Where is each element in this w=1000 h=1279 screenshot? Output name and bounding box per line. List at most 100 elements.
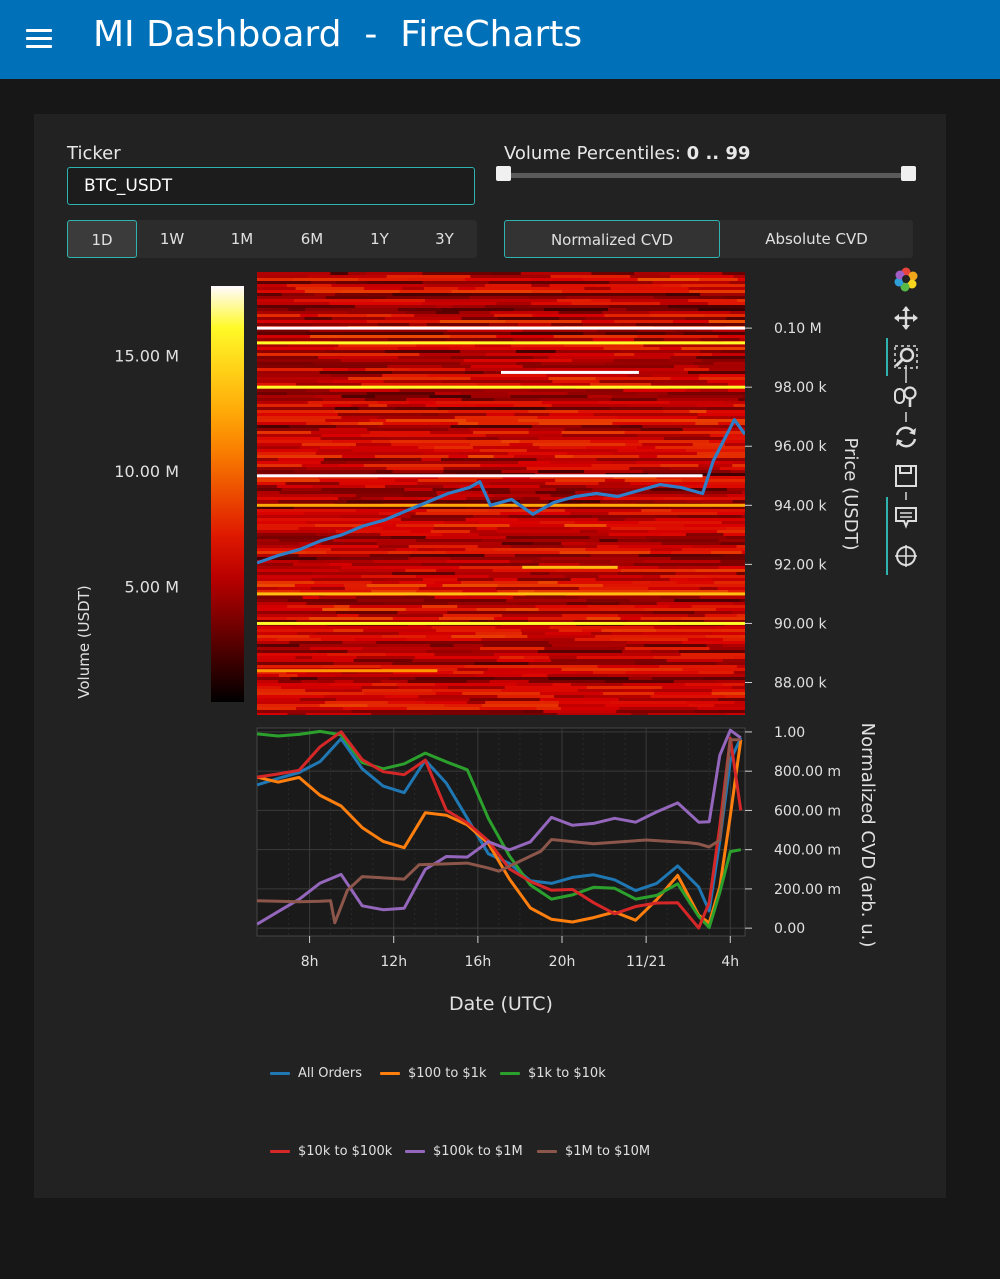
legend-item--10k-to-100k[interactable]: $10k to $100k	[270, 1144, 392, 1159]
heatmap-cell	[368, 404, 389, 408]
price-axis-tick-label: 0.10 M	[774, 321, 822, 337]
wheel-zoom-icon[interactable]	[893, 384, 919, 410]
heatmap-cell	[351, 308, 400, 312]
heatmap-cell	[408, 557, 436, 561]
heatmap-cell	[678, 650, 711, 654]
heatmap-cell	[652, 611, 696, 615]
save-icon[interactable]	[893, 463, 919, 489]
heatmap-cell	[304, 290, 342, 294]
heatmap-cell	[550, 275, 632, 279]
heatmap-cell	[722, 272, 745, 276]
heatmap-cell	[556, 569, 622, 573]
heatmap-cell	[524, 464, 593, 468]
heatmap-cell	[331, 422, 360, 426]
range-button-1w[interactable]: 1W	[159, 230, 185, 248]
legend-item--100-to-1k[interactable]: $100 to $1k	[380, 1066, 486, 1081]
heatmap-cell	[718, 422, 738, 426]
legend-item--100k-to-1m[interactable]: $100k to $1M	[405, 1144, 523, 1159]
heatmap-cell	[723, 365, 745, 369]
legend-item-all-orders[interactable]: All Orders	[270, 1066, 362, 1081]
heatmap-cell	[728, 383, 745, 387]
heatmap-cell	[681, 548, 745, 552]
heatmap-cell	[476, 527, 499, 531]
heatmap-cell	[708, 368, 745, 372]
heatmap-cell	[662, 686, 733, 690]
heatmap-cell	[257, 395, 316, 399]
box-zoom-icon[interactable]	[893, 344, 919, 370]
heatmap-cell	[329, 302, 346, 306]
heatmap-cell	[618, 545, 693, 549]
heatmap-cell	[462, 563, 540, 567]
heatmap-cell	[301, 680, 320, 684]
heatmap-cell	[305, 689, 345, 693]
range-button-6m[interactable]: 6M	[300, 230, 324, 248]
heatmap-cell	[726, 506, 745, 510]
heatmap-cell	[353, 680, 382, 684]
legend-item--1k-to-10k[interactable]: $1k to $10k	[500, 1066, 606, 1081]
heatmap-cell	[539, 521, 576, 525]
legend-item--1m-to-10m[interactable]: $1M to $10M	[537, 1144, 650, 1159]
hover-icon[interactable]	[893, 504, 919, 530]
heatmap-cell	[286, 392, 324, 396]
heatmap-cell	[257, 611, 337, 615]
heatmap-cell	[514, 413, 551, 417]
heatmap-cell	[703, 497, 745, 501]
range-button-1y[interactable]: 1Y	[370, 230, 389, 248]
heatmap-cell	[484, 284, 533, 288]
heatmap-cell	[391, 443, 471, 447]
heatmap-cell	[670, 275, 735, 279]
heatmap-cell	[301, 464, 341, 468]
heatmap-cell	[438, 413, 488, 417]
heatmap-cell	[623, 689, 655, 693]
heatmap-cell	[618, 614, 644, 618]
heatmap-cell	[339, 464, 365, 468]
heatmap-cell	[421, 458, 442, 462]
pan-icon[interactable]	[893, 305, 919, 331]
heatmap-cell	[403, 596, 436, 600]
heatmap-cell	[484, 554, 517, 558]
reset-icon[interactable]	[893, 424, 919, 450]
absolute-cvd-button[interactable]: Absolute CVD	[765, 230, 868, 248]
heatmap-cell	[393, 368, 411, 372]
menu-icon[interactable]	[22, 24, 56, 54]
heatmap-cell	[370, 530, 412, 534]
heatmap-cell	[423, 287, 460, 291]
heatmap-cell	[322, 665, 382, 669]
heatmap-cell	[726, 488, 745, 492]
logo-icon[interactable]	[893, 266, 919, 292]
ticker-input[interactable]	[67, 167, 475, 205]
heatmap-cell	[257, 344, 289, 348]
heatmap-cell	[637, 458, 714, 462]
range-button-1m[interactable]: 1M	[230, 230, 254, 248]
heatmap-cell	[600, 500, 656, 504]
heatmap-cell	[369, 554, 411, 558]
heatmap-cell	[436, 491, 489, 495]
range-button-1d[interactable]: 1D	[67, 220, 137, 258]
heatmap-cell	[309, 617, 355, 621]
volume-percentile-min-handle[interactable]	[496, 166, 511, 181]
heatmap-cell	[406, 707, 481, 711]
heatmap-cell	[717, 530, 745, 534]
heatmap-cell	[721, 521, 745, 525]
volume-percentile-slider-track[interactable]	[504, 173, 910, 178]
heatmap-cell	[532, 359, 574, 363]
volume-percentile-max-handle[interactable]	[901, 166, 916, 181]
crosshair-icon[interactable]	[893, 543, 919, 569]
heatmap-cell	[699, 596, 745, 600]
normalized-cvd-button[interactable]: Normalized CVD	[504, 220, 720, 258]
heatmap-cell	[358, 452, 424, 456]
heatmap-cell	[572, 359, 615, 363]
heatmap-cell	[293, 563, 331, 567]
heatmap-cell	[688, 287, 745, 291]
heatmap-cell	[707, 380, 745, 384]
heatmap-cell	[549, 626, 625, 630]
heatmap-cell	[296, 620, 359, 624]
heatmap-cell	[276, 485, 314, 489]
heatmap-cell	[296, 707, 344, 711]
heatmap-cell	[288, 308, 307, 312]
range-button-3y[interactable]: 3Y	[435, 230, 454, 248]
heatmap-cell	[714, 704, 745, 708]
heatmap-cell	[620, 617, 642, 621]
heatmap-cell	[371, 581, 401, 585]
heatmap-cell	[652, 677, 705, 681]
